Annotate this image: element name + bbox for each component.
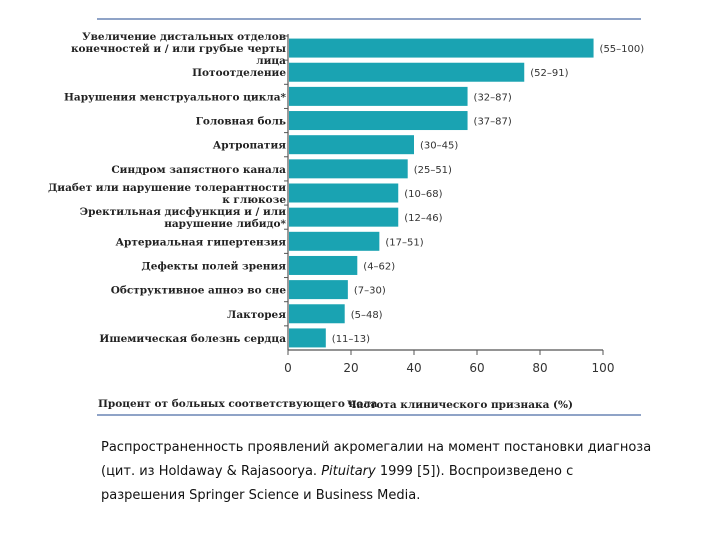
category-label: Диабет или нарушение толерантности xyxy=(48,182,286,194)
bar-chart: (55–100) Увеличение дистальных отделовкон… xyxy=(48,31,645,411)
bar xyxy=(289,62,525,82)
x-tick-label: 20 xyxy=(343,361,358,375)
bottom-rule xyxy=(97,414,641,416)
caption-journal: Pituitary xyxy=(321,464,376,479)
bar xyxy=(289,135,414,155)
range-label: (12–46) xyxy=(404,213,442,224)
x-tick-label: 40 xyxy=(406,361,421,375)
category-label: Головная боль xyxy=(196,116,286,128)
percent-note: Процент от больных соответствующего пола xyxy=(98,398,378,410)
bar xyxy=(289,255,358,275)
bar xyxy=(289,231,380,251)
x-tick-label: 80 xyxy=(532,361,547,375)
bar xyxy=(289,183,399,203)
category-label: Синдром запястного канала xyxy=(111,164,286,176)
bar xyxy=(289,304,345,324)
bar xyxy=(289,328,326,348)
range-label: (7–30) xyxy=(354,286,386,297)
category-label: нарушение либидо* xyxy=(164,218,286,230)
caption-text-1: Распространенность проявлений акромегали… xyxy=(101,440,652,479)
x-axis-title: Частота клинического признака (%) xyxy=(347,399,573,411)
range-label: (5–48) xyxy=(351,310,383,321)
category-label: Обструктивное апноэ во сне xyxy=(111,285,287,297)
range-label: (32–87) xyxy=(474,92,512,103)
bar xyxy=(289,280,348,300)
bar xyxy=(289,111,468,131)
category-label: Артериальная гипертензия xyxy=(116,236,287,248)
x-tick-label: 100 xyxy=(592,361,615,375)
range-label: (25–51) xyxy=(414,165,452,176)
category-label: к глюкозе xyxy=(222,194,286,206)
x-tick-label: 60 xyxy=(469,361,484,375)
range-label: (55–100) xyxy=(600,44,645,55)
range-label: (10–68) xyxy=(404,189,442,200)
bar xyxy=(289,207,399,227)
category-label: Ишемическая болезнь сердца xyxy=(99,333,286,345)
figure-caption: Распространенность проявлений акромегали… xyxy=(101,436,661,508)
range-label: (11–13) xyxy=(332,334,370,345)
range-label: (17–51) xyxy=(385,237,423,248)
category-label: Дефекты полей зрения xyxy=(141,260,286,272)
bar xyxy=(289,38,594,58)
x-tick-label: 0 xyxy=(284,361,292,375)
top-rule xyxy=(97,18,641,20)
caption-text-2: 1999 [5]). Воспроизведено с разрешения S… xyxy=(101,464,574,503)
category-label: Нарушения менструального цикла* xyxy=(64,91,287,103)
range-label: (37–87) xyxy=(474,117,512,128)
category-label: Потоотделение xyxy=(192,67,286,79)
category-label: Лакторея xyxy=(227,309,286,321)
bar xyxy=(289,86,468,106)
category-label: Увеличение дистальных отделов xyxy=(82,31,286,43)
range-label: (52–91) xyxy=(530,68,568,79)
range-label: (4–62) xyxy=(363,261,395,272)
category-label: Эректильная дисфункция и / или xyxy=(80,206,286,218)
range-label: (30–45) xyxy=(420,141,458,152)
category-label: конечностей и / или грубые черты xyxy=(71,43,286,55)
category-label: лица xyxy=(256,55,286,67)
bar xyxy=(289,159,408,179)
category-label: Артропатия xyxy=(213,140,287,152)
